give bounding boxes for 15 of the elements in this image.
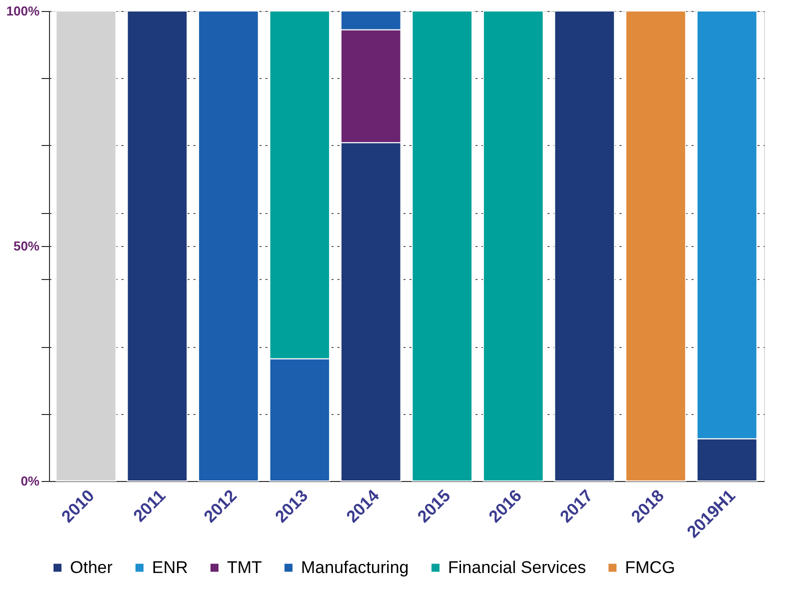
y-tick-label: 0% <box>20 474 40 488</box>
legend-label: Financial Services <box>448 558 586 577</box>
y-tick-label: 100% <box>6 4 40 18</box>
legend-label: Other <box>70 558 113 577</box>
bar <box>625 10 686 482</box>
bar <box>482 10 544 482</box>
bar <box>554 10 615 482</box>
bar <box>198 10 259 482</box>
bar <box>126 10 188 482</box>
legend-label: Manufacturing <box>301 558 409 577</box>
y-tick-label: 50% <box>13 238 40 254</box>
bar <box>412 10 473 482</box>
legend-label: TMT <box>227 558 262 577</box>
legend-label: ENR <box>152 558 188 577</box>
legend-label: FMCG <box>625 558 676 577</box>
